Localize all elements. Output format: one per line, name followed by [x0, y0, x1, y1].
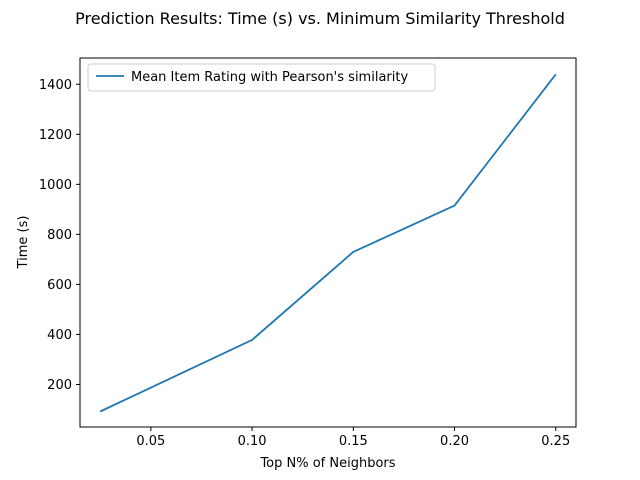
plot-area: 0.05 0.10 0.15 0.20 0.25 200 400 600 800 1000 120…	[39, 57, 577, 449]
y-tick-label: 1200	[39, 128, 72, 143]
legend-box	[87, 63, 436, 92]
y-tick-label: 800	[47, 228, 72, 243]
axes-frame	[79, 57, 577, 428]
x-tick-label: 0.25	[541, 434, 570, 449]
y-tick-label: 200	[47, 378, 72, 393]
y-tick-label: 1000	[39, 178, 72, 193]
x-tick-label: 0.10	[238, 434, 267, 449]
x-tick-label: 0.05	[136, 434, 165, 449]
series-layer	[99, 73, 557, 413]
legend: Mean Item Rating with Pearson's similari…	[87, 63, 436, 92]
series-line	[99, 73, 557, 413]
y-tick-label: 600	[47, 278, 72, 293]
x-tick-label: 0.20	[440, 434, 469, 449]
legend-label: Mean Item Rating with Pearson's similari…	[131, 70, 408, 85]
x-tick-label: 0.15	[339, 434, 368, 449]
y-axis-ticks: 200 400 600 800 1000 1200 1400	[39, 78, 80, 393]
y-axis-label: Time (s)	[16, 216, 31, 270]
chart-title: Prediction Results: Time (s) vs. Minimum…	[75, 9, 565, 28]
x-axis-label: Top N% of Neighbors	[259, 456, 395, 471]
y-tick-label: 400	[47, 328, 72, 343]
y-tick-label: 1400	[39, 78, 72, 93]
x-axis-ticks: 0.05 0.10 0.15 0.20 0.25	[136, 427, 570, 449]
